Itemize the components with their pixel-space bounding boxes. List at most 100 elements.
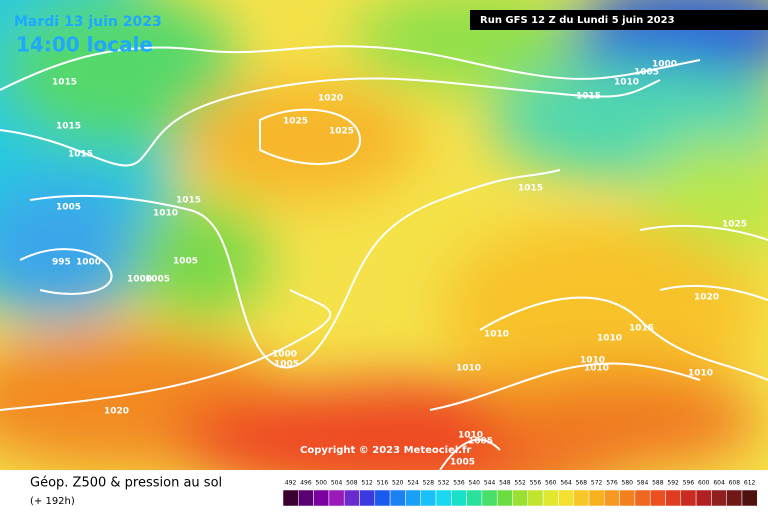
legend-subtitle: (+ 192h) [30, 496, 75, 507]
isobar-label: 1010 [584, 364, 609, 374]
scale-swatch [558, 489, 574, 507]
isobar-label: 1005 [145, 275, 170, 285]
scale-swatch [466, 489, 483, 507]
scale-swatch [496, 489, 513, 507]
scale-label: 588 [652, 480, 664, 487]
isobar-label: 1005 [56, 203, 81, 213]
isobar-label: 1000 [127, 275, 152, 285]
scale-label: 572 [591, 480, 603, 487]
scale-label: 540 [469, 480, 481, 487]
isobar-label: 1005 [634, 68, 659, 78]
isobar-label: 1010 [153, 209, 178, 219]
isobar-label: 1005 [450, 458, 475, 468]
isobar-label: 1010 [484, 330, 509, 340]
isobar-label: 1015 [576, 92, 601, 102]
scale-label: 496 [300, 480, 312, 487]
scale-swatch [604, 489, 620, 507]
isobar-label: 1025 [722, 220, 747, 230]
scale-swatch [451, 489, 467, 507]
scale-label: 556 [530, 480, 542, 487]
isobar-label: 1020 [104, 407, 129, 417]
legend-title: Géop. Z500 & pression au sol [30, 476, 222, 491]
isobar-label: 1000 [272, 350, 297, 360]
scale-swatch [313, 489, 330, 507]
scale-label: 524 [407, 480, 419, 487]
scale-label: 544 [484, 480, 496, 487]
scale-swatch [741, 489, 758, 507]
scale-swatch [588, 489, 605, 507]
scale-swatch [695, 489, 712, 507]
scale-swatch [680, 489, 697, 507]
scale-label: 536 [453, 480, 465, 487]
isobar-label: 1015 [176, 196, 201, 206]
isobar-label: 1000 [76, 258, 101, 268]
isobar-label: 1015 [629, 324, 654, 334]
scale-label: 492 [285, 480, 297, 487]
scale-swatch [298, 489, 314, 507]
isobar-label: 1010 [456, 364, 481, 374]
scale-label: 548 [499, 480, 511, 487]
date: Mardi 13 juin 2023 [14, 14, 162, 30]
scale-swatch [435, 489, 452, 507]
isobar-label: 1010 [614, 78, 639, 88]
isobar-label: 995 [52, 258, 71, 268]
isobar-label: 1015 [56, 122, 81, 132]
scale-label: 532 [438, 480, 450, 487]
scale-label: 560 [545, 480, 557, 487]
scale-label: 612 [744, 480, 756, 487]
scale-swatch [619, 489, 636, 507]
scale-swatch [649, 489, 666, 507]
scale-label: 604 [713, 480, 725, 487]
scale-swatch [481, 489, 498, 507]
isobar-label: 1010 [458, 431, 483, 441]
time: 14:00 locale [16, 33, 153, 57]
scale-label: 552 [514, 480, 526, 487]
isobar-label: 1010 [597, 334, 622, 344]
scale-label: 500 [316, 480, 328, 487]
color-scale: 492 496 500 504 508 512 516 520 524 528 532 536 540 5… [282, 480, 758, 507]
isobar-label: 1025 [329, 127, 354, 137]
scale-swatch [726, 489, 743, 507]
scale-swatch [282, 489, 299, 507]
scale-label: 580 [622, 480, 634, 487]
scale-label: 512 [361, 480, 373, 487]
isobar-label: 1015 [518, 184, 543, 194]
scale-swatch [405, 489, 421, 507]
scale-label: 584 [637, 480, 649, 487]
scale-swatch [711, 489, 727, 507]
scale-label: 576 [606, 480, 618, 487]
isobars [0, 45, 768, 470]
isobar-label: 1020 [318, 94, 343, 104]
scale-swatch [665, 489, 682, 507]
isobar-label: 1010 [580, 356, 605, 366]
isobar-label: 1010 [688, 369, 713, 379]
run-banner [470, 10, 768, 30]
scale-swatch [374, 489, 391, 507]
isobar-label: 1005 [274, 360, 299, 370]
scale-swatch [634, 489, 651, 507]
scale-label: 596 [683, 480, 695, 487]
scale-swatch [420, 489, 437, 507]
scale-label: 600 [698, 480, 710, 487]
scale-swatch [573, 489, 590, 507]
isobar-label: 1005 [173, 257, 198, 267]
isobar-label: 1005 [468, 437, 493, 447]
scale-label: 528 [423, 480, 435, 487]
scale-label: 568 [576, 480, 588, 487]
isobar-label: 1025 [283, 117, 308, 127]
run-info: Run GFS 12 Z du Lundi 5 juin 2023 [480, 15, 675, 26]
copyright: Copyright © 2023 Meteociel.fr [300, 445, 471, 456]
isobar-label: 1015 [52, 78, 77, 88]
isobar-label: 1000 [652, 60, 677, 70]
isobar-label: 1015 [68, 150, 93, 160]
scale-label: 592 [667, 480, 679, 487]
scale-label: 516 [377, 480, 389, 487]
scale-swatch [542, 489, 559, 507]
scale-swatch [343, 489, 360, 507]
scale-label: 504 [331, 480, 343, 487]
scale-label: 608 [729, 480, 741, 487]
